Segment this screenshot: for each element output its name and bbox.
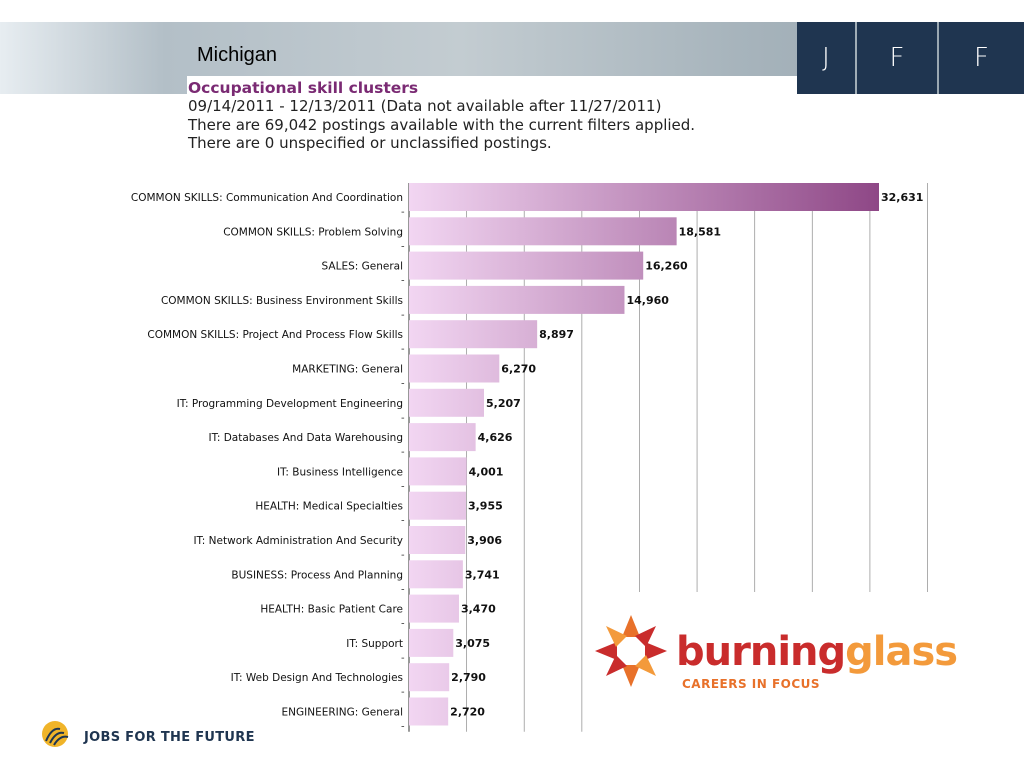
bar-value-label: 6,270 [501, 363, 536, 376]
bar-value-label: 4,626 [478, 431, 513, 444]
bar-7 [409, 423, 476, 452]
category-label: COMMON SKILLS: Problem Solving [223, 226, 403, 238]
bar-value-label: 3,741 [465, 568, 500, 581]
bar-value-label: 3,470 [461, 603, 496, 616]
category-separator: - [401, 276, 405, 287]
jff-letter-j: J [797, 22, 855, 94]
category-label: IT: Programming Development Engineering [177, 398, 403, 410]
report-unspecified-count: There are 0 unspecified or unclassified … [188, 134, 552, 152]
category-separator: - [401, 413, 405, 424]
bar-value-label: 2,720 [450, 706, 485, 719]
bar-value-label: 3,075 [455, 637, 490, 650]
jff-letter-f2: F [939, 22, 1024, 94]
category-label: HEALTH: Basic Patient Care [260, 604, 403, 616]
category-separator: - [401, 619, 405, 630]
bar-11 [409, 560, 463, 589]
bar-value-label: 4,001 [469, 465, 504, 478]
category-label: COMMON SKILLS: Communication And Coordin… [131, 192, 403, 204]
bar-15 [409, 697, 449, 726]
category-separator: - [401, 447, 405, 458]
bar-6 [409, 388, 484, 417]
category-separator: - [401, 687, 405, 698]
glass-word: glass [845, 629, 958, 675]
bar-2 [409, 251, 644, 280]
bar-value-label: 32,631 [881, 191, 923, 204]
bar-5 [409, 354, 500, 383]
bar-12 [409, 594, 459, 623]
report-header-panel [187, 76, 797, 156]
bar-9 [409, 491, 466, 520]
jff-letter-f1: F [857, 22, 937, 94]
category-separator: - [401, 379, 405, 390]
bar-14 [409, 663, 450, 692]
category-label: IT: Support [346, 638, 403, 650]
category-label: IT: Business Intelligence [277, 466, 403, 478]
burning-glass-logo-panel [584, 592, 1024, 732]
bar-value-label: 14,960 [626, 294, 669, 307]
bar-8 [409, 457, 467, 486]
bar-value-label: 3,906 [467, 534, 502, 547]
category-label: ENGINEERING: General [282, 707, 403, 719]
report-title: Occupational skill clusters [188, 79, 419, 97]
report-date-range: 09/14/2011 - 12/13/2011 (Data not availa… [188, 97, 662, 115]
bar-10 [409, 526, 466, 554]
bar-13 [409, 628, 454, 657]
category-separator: - [401, 653, 405, 664]
category-label: IT: Network Administration And Security [193, 535, 403, 547]
category-separator: - [401, 481, 405, 492]
category-separator: - [401, 584, 405, 595]
bar-3 [409, 285, 625, 314]
category-separator: - [401, 550, 405, 561]
category-separator: - [401, 241, 405, 252]
jff-footer-wordmark: JOBS FOR THE FUTURE [84, 730, 255, 745]
category-label: COMMON SKILLS: Business Environment Skil… [161, 295, 403, 307]
category-label: IT: Databases And Data Warehousing [208, 432, 403, 444]
bar-value-label: 16,260 [645, 260, 688, 273]
category-label: MARKETING: General [292, 364, 403, 376]
region-title: Michigan [197, 44, 278, 66]
burning-glass-tagline: CAREERS IN FOCUS [682, 677, 821, 691]
category-label: HEALTH: Medical Specialties [255, 501, 403, 513]
category-separator: - [401, 344, 405, 355]
bar-value-label: 5,207 [486, 397, 521, 410]
bar-value-label: 18,581 [679, 225, 721, 238]
burning-glass-wordmark: burningglass [676, 629, 958, 675]
category-label: IT: Web Design And Technologies [231, 672, 403, 684]
bar-value-label: 2,790 [451, 671, 486, 684]
bar-value-label: 3,955 [468, 500, 503, 513]
category-label: COMMON SKILLS: Project And Process Flow … [147, 329, 403, 341]
category-separator: - [401, 722, 405, 733]
category-label: SALES: General [322, 261, 403, 273]
bar-value-label: 8,897 [539, 328, 574, 341]
category-separator: - [401, 310, 405, 321]
burning-glass-flame-icon [595, 615, 667, 687]
bar-4 [409, 320, 538, 349]
category-label: BUSINESS: Process And Planning [231, 569, 403, 581]
category-separator: - [401, 207, 405, 218]
burning-word: burning [676, 629, 846, 675]
jff-footer-logo-icon [42, 721, 69, 747]
report-postings-count: There are 69,042 postings available with… [188, 116, 696, 134]
bar-0 [409, 183, 879, 211]
bar-1 [409, 217, 677, 246]
category-separator: - [401, 516, 405, 527]
